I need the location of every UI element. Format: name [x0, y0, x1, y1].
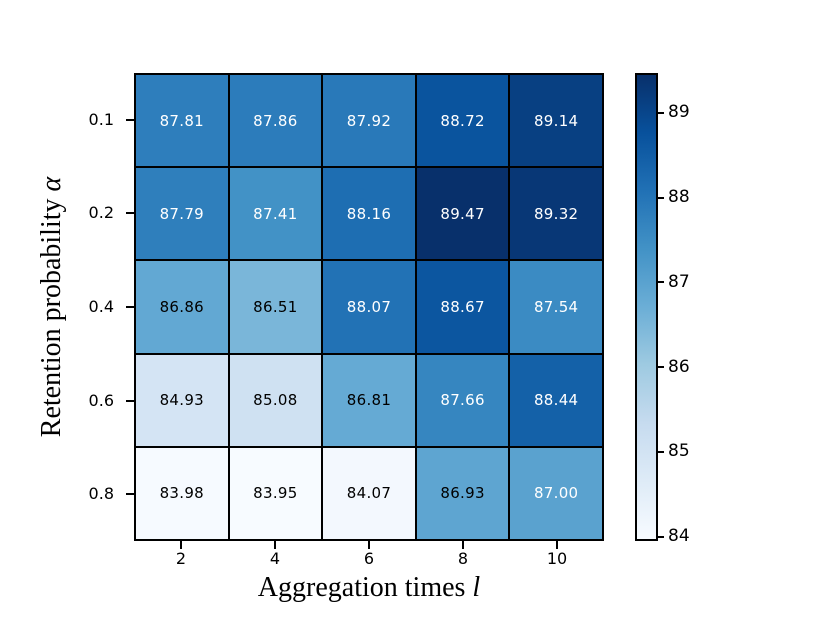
- x-tick-label: 6: [363, 549, 375, 568]
- heatmap-cell: 86.86: [136, 261, 228, 353]
- colorbar-tick-label: 87: [668, 271, 690, 292]
- y-tick-mark: [126, 493, 134, 496]
- y-tick-label: 0.8: [88, 484, 114, 504]
- heatmap-cell: 84.07: [323, 447, 415, 539]
- colorbar-tick-label: 86: [668, 356, 690, 377]
- heatmap-cell: 88.16: [323, 168, 415, 260]
- y-tick-mark: [126, 212, 134, 215]
- heatmap-cell: 84.93: [136, 354, 228, 446]
- colorbar-tick-mark: [658, 450, 664, 453]
- x-tick-mark: [556, 541, 558, 549]
- colorbar-tick-mark: [658, 535, 664, 538]
- colorbar-tick-mark: [658, 196, 664, 199]
- heatmap-cell: 87.00: [510, 447, 602, 539]
- colorbar-tick-label: 88: [668, 187, 690, 208]
- x-tick-mark: [368, 541, 370, 549]
- heatmap-cell: 87.92: [323, 75, 415, 167]
- colorbar-tick-label: 84: [668, 526, 690, 547]
- x-axis-label-symbol: l: [472, 572, 481, 603]
- x-tick-label: 8: [457, 549, 469, 568]
- heatmap-cell: 88.44: [510, 354, 602, 446]
- heatmap-cell: 87.54: [510, 261, 602, 353]
- heatmap-cell: 85.08: [229, 354, 322, 446]
- heatmap-cell: 86.81: [323, 354, 415, 446]
- heatmap-grid: 87.81 87.86 87.92 88.72 89.14 87.79 87.41 88.16…: [134, 73, 604, 541]
- colorbar: [635, 73, 658, 541]
- x-axis-label-text: Aggregation times: [257, 572, 466, 603]
- heatmap-cell: 87.41: [229, 168, 322, 260]
- heatmap-cell: 88.07: [323, 261, 415, 353]
- heatmap-cell: 88.72: [416, 75, 509, 167]
- x-tick-label: 10: [546, 549, 568, 568]
- heatmap-cell: 83.98: [136, 447, 228, 539]
- y-tick-label: 0.1: [88, 109, 114, 129]
- colorbar-tick-mark: [658, 366, 664, 369]
- heatmap-cell: 87.79: [136, 168, 228, 260]
- heatmap-cell: 87.81: [136, 75, 228, 167]
- y-tick-label: 0.4: [88, 297, 114, 316]
- y-tick-mark: [126, 399, 134, 402]
- x-axis-label: Aggregation times l: [258, 572, 480, 604]
- y-tick-mark: [126, 118, 134, 121]
- y-tick-mark: [126, 306, 134, 308]
- heatmap-cell: 89.14: [510, 75, 602, 167]
- heatmap-cell: 87.86: [229, 75, 322, 167]
- colorbar-tick-mark: [658, 281, 664, 284]
- x-tick-label: 2: [175, 549, 187, 568]
- heatmap-cell: 89.32: [510, 168, 602, 260]
- heatmap-cell: 87.66: [416, 354, 509, 446]
- colorbar-tick-mark: [658, 111, 664, 114]
- x-tick-mark: [462, 541, 464, 549]
- heatmap-cell: 86.51: [229, 261, 322, 353]
- y-tick-label: 0.2: [88, 203, 114, 223]
- colorbar-tick-label: 85: [668, 441, 690, 462]
- y-axis-label-symbol: α: [36, 176, 67, 192]
- heatmap-cell: 83.95: [229, 447, 322, 539]
- x-tick-mark: [180, 541, 182, 549]
- x-tick-mark: [274, 541, 276, 549]
- heatmap-cell: 86.93: [416, 447, 509, 539]
- y-tick-label: 0.6: [88, 390, 114, 410]
- heatmap-cell: 89.47: [416, 168, 509, 260]
- colorbar-tick-label: 89: [668, 102, 690, 123]
- heatmap-cell: 88.67: [416, 261, 509, 353]
- x-tick-label: 4: [269, 549, 281, 568]
